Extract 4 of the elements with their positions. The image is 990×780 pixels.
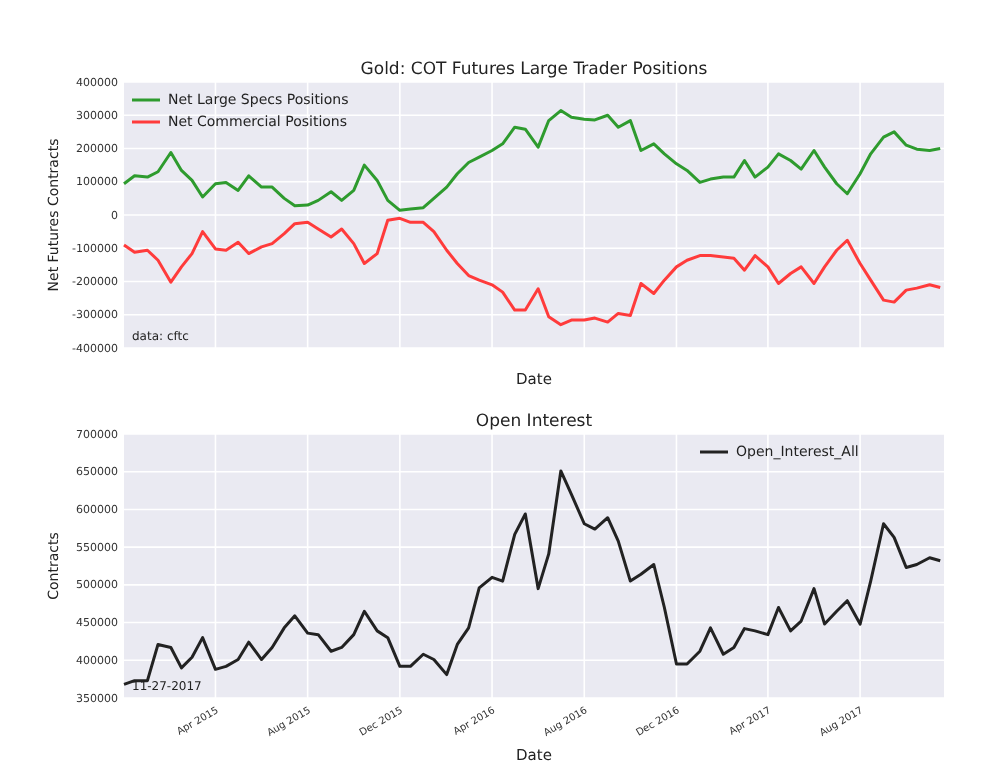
chart-title: Open Interest — [475, 412, 594, 432]
chart-title: Gold: COT Futures Large Trader Positions — [360, 60, 709, 80]
line-series — [122, 109, 942, 212]
line-series — [122, 216, 942, 327]
